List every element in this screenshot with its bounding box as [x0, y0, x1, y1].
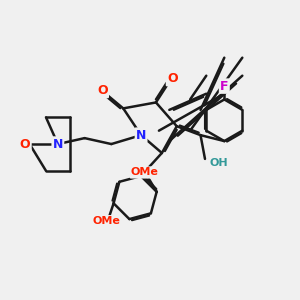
Text: O: O [167, 72, 178, 85]
Text: N: N [136, 129, 146, 142]
Text: OH: OH [209, 158, 228, 168]
Text: F: F [220, 80, 229, 93]
Text: OMe: OMe [92, 216, 120, 226]
Text: N: N [53, 138, 63, 151]
Text: OMe: OMe [131, 167, 159, 178]
Text: O: O [97, 84, 108, 97]
Text: O: O [20, 138, 31, 151]
